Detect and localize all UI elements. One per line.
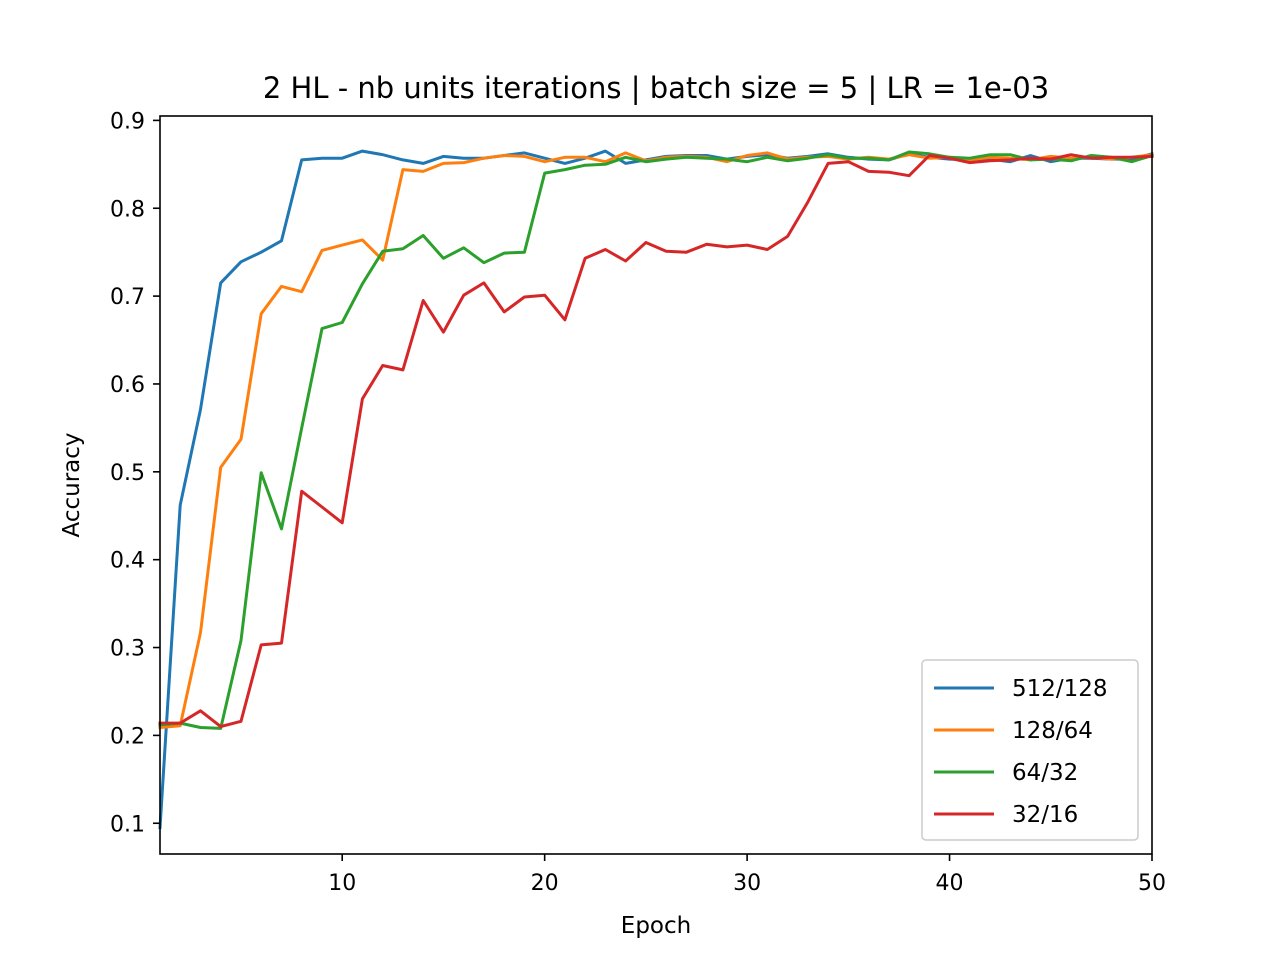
y-tick-label: 0.7 (110, 285, 145, 310)
y-tick-label: 0.5 (110, 461, 145, 486)
x-tick-label: 50 (1138, 871, 1166, 896)
x-tick-label: 40 (936, 871, 964, 896)
x-tick-label: 30 (733, 871, 761, 896)
y-axis-title: Accuracy (59, 432, 85, 537)
legend-label-64-32: 64/32 (1012, 760, 1078, 786)
legend-label-512-128: 512/128 (1012, 676, 1108, 702)
y-tick-label: 0.1 (110, 812, 145, 837)
plot-frame (159, 115, 1153, 855)
y-tick-label: 0.4 (110, 549, 145, 574)
series-line-64-32 (158, 150, 1154, 730)
y-tick-label: 0.6 (110, 373, 145, 398)
y-tick-label: 0.2 (110, 724, 145, 749)
legend-label-128-64: 128/64 (1012, 718, 1093, 744)
series-line-32-16 (158, 153, 1154, 729)
y-axis: 0.1 0.2 0.3 0.4 0.5 0.6 0.7 0.8 0.9 (110, 109, 160, 837)
x-tick-label: 10 (328, 871, 356, 896)
x-tick-label: 20 (531, 871, 559, 896)
y-tick-label: 0.3 (110, 637, 145, 662)
legend: 512/128 128/64 64/32 32/16 (921, 659, 1139, 841)
chart-title: 2 HL - nb units iterations | batch size … (263, 71, 1049, 105)
y-tick-label: 0.9 (110, 109, 145, 134)
legend-box (921, 659, 1139, 841)
series-layer (158, 149, 1154, 830)
legend-label-32-16: 32/16 (1012, 802, 1078, 828)
x-axis-title: Epoch (621, 913, 691, 939)
y-tick-label: 0.8 (110, 197, 145, 222)
x-axis: 10 20 30 40 50 (328, 854, 1166, 896)
